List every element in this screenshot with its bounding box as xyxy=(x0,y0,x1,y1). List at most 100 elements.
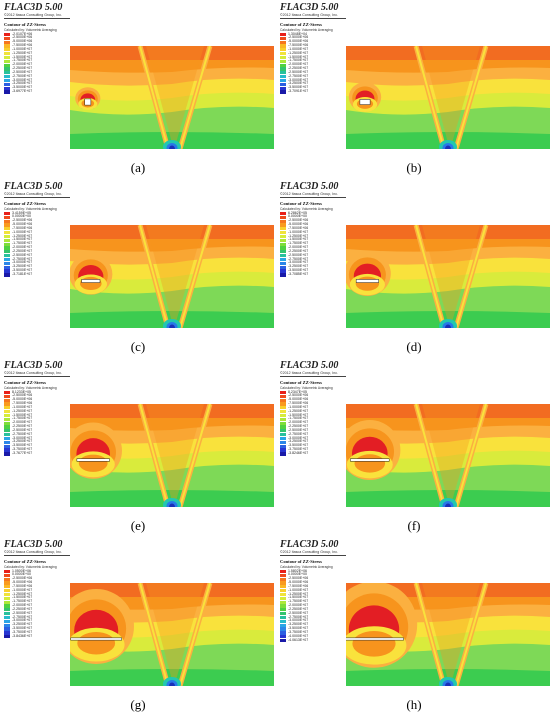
fault-line-left xyxy=(415,404,445,507)
legend-value: -3.0000E+07 xyxy=(12,77,33,82)
color-legend: 1.3048E+04 -2.5000E+06 -5.0000E+06 -7.5000E… xyxy=(280,32,346,95)
legend-entry: -1.7500E+07 xyxy=(280,241,346,246)
legend-entry: -2.7500E+07 xyxy=(280,257,346,262)
legend-swatch xyxy=(4,257,10,262)
stress-contour-plot xyxy=(346,583,550,686)
legend-value: 3.4159E+05 xyxy=(12,210,31,215)
legend-entry: -2.0000E+07 xyxy=(280,245,346,250)
legend-entry: -3.5000E+07 xyxy=(280,85,346,90)
copyright-text: ©2012 Itasca Consulting Group, Inc. xyxy=(280,550,346,556)
legend-swatch xyxy=(280,63,286,67)
legend-value: -1.7500E+07 xyxy=(288,599,309,604)
panel-header: FLAC3D 5.00 ©2012 Itasca Consulting Grou… xyxy=(4,2,70,94)
panel-header: FLAC3D 5.00 ©2012 Itasca Consulting Grou… xyxy=(280,360,346,456)
legend-value: -2.5000E+07 xyxy=(12,69,33,74)
legend-entry: -1.0000E+07 xyxy=(280,587,346,593)
fault-wedge xyxy=(146,46,204,145)
stress-panel-d: FLAC3D 5.00 ©2012 Itasca Consulting Grou… xyxy=(278,181,550,356)
legend-entry: -3.0000E+07 xyxy=(280,619,346,623)
mining-opening xyxy=(359,99,371,105)
tip-concentration-core xyxy=(445,503,451,507)
tip-concentration-core xyxy=(169,503,175,507)
legend-swatch xyxy=(4,71,10,75)
fault-line-left xyxy=(415,225,445,328)
legend-swatch xyxy=(4,234,10,239)
copyright-text: ©2012 Itasca Consulting Group, Inc. xyxy=(4,371,70,377)
legend-swatch xyxy=(280,589,286,593)
legend-entry: -1.5000E+07 xyxy=(4,596,70,600)
tip-concentration-core xyxy=(445,324,451,328)
legend-entry: 6.2862E+05 xyxy=(280,211,346,216)
legend-value: -1.7500E+07 xyxy=(12,241,33,246)
legend-value: -3.5000E+07 xyxy=(12,626,33,631)
fault-line-right xyxy=(179,225,211,328)
fault-wedge xyxy=(422,225,480,324)
legend-value: -5.0000E+06 xyxy=(288,222,309,227)
legend-swatch xyxy=(280,52,286,56)
copyright-text: ©2012 Itasca Consulting Group, Inc. xyxy=(280,192,346,198)
legend-swatch xyxy=(280,619,286,623)
legend-swatch xyxy=(280,635,286,639)
legend-entry: -1.0000E+07 xyxy=(4,47,70,52)
legend-swatch xyxy=(4,406,10,410)
legend-swatch xyxy=(4,48,10,52)
mining-opening xyxy=(355,279,379,283)
contour-title: Contour of ZZ-Stress xyxy=(280,201,322,206)
copyright-text: ©2012 Itasca Consulting Group, Inc. xyxy=(280,371,346,377)
legend-swatch xyxy=(280,577,286,581)
legend-value: -2.7500E+07 xyxy=(12,256,33,261)
legend-value: -7.5000E+06 xyxy=(12,43,33,48)
legend-value: -2.0000E+07 xyxy=(12,420,33,425)
fault-wedge xyxy=(146,404,204,503)
legend-swatch xyxy=(280,211,286,216)
legend-value: -3.0000E+07 xyxy=(12,435,33,440)
legend-value: -1.0000E+07 xyxy=(12,587,33,592)
legend-value: -3.0000E+07 xyxy=(12,260,33,265)
stress-band-surface xyxy=(346,225,550,239)
legend-entry: -1.2500E+07 xyxy=(4,51,70,56)
legend-value: -3.8436E+07 xyxy=(12,633,33,638)
legend-value: -4.0613E+07 xyxy=(288,637,309,642)
legend-value: -2.7500E+07 xyxy=(288,614,309,619)
calc-note: Calculated by: Volumetric Averaging xyxy=(4,28,57,32)
legend-value: -1.2500E+07 xyxy=(12,408,33,413)
legend-entry: -1.5000E+07 xyxy=(4,55,70,60)
legend-entry: -2.5000E+06 xyxy=(4,393,70,398)
legend-swatch xyxy=(280,448,286,452)
stress-band-surface xyxy=(70,46,274,60)
legend-value: -1.0000E+07 xyxy=(288,587,309,592)
legend-swatch xyxy=(4,250,10,254)
legend-swatch xyxy=(4,589,10,593)
fault-line-right xyxy=(179,46,211,149)
calc-note: Calculated by: Volumetric Averaging xyxy=(280,565,333,569)
legend-entry: -2.2500E+07 xyxy=(4,607,70,612)
stress-contour-plot xyxy=(346,225,550,328)
legend-swatch xyxy=(280,242,286,246)
legend-value: -2.0000E+07 xyxy=(288,603,309,608)
stress-panel-b: FLAC3D 5.00 ©2012 Itasca Consulting Grou… xyxy=(278,2,550,177)
legend-entry: -7.5000E+06 xyxy=(280,584,346,589)
legend-entry: -3.6977E+07 xyxy=(4,89,70,94)
legend-value: -3.7085E+07 xyxy=(288,272,309,276)
legend-swatch xyxy=(280,250,286,254)
legend-entry: -2.7500E+07 xyxy=(4,432,70,437)
legend-swatch xyxy=(280,600,286,604)
legend-swatch xyxy=(4,78,10,83)
stress-panel-e: FLAC3D 5.00 ©2012 Itasca Consulting Grou… xyxy=(2,360,274,535)
legend-swatch xyxy=(280,219,286,223)
app-title: FLAC3D 5.00 xyxy=(280,181,339,192)
legend-entry: -1.7500E+07 xyxy=(4,59,70,63)
legend-value: -3.5000E+07 xyxy=(288,268,309,273)
legend-swatch xyxy=(280,581,286,585)
legend-entry: -1.0000E+07 xyxy=(280,230,346,235)
legend-entry: -3.5000E+07 xyxy=(280,268,346,273)
app-title: FLAC3D 5.00 xyxy=(4,539,63,550)
contour-title: Contour of ZZ-Stress xyxy=(4,380,46,385)
legend-value: 1.0500E+06 xyxy=(12,568,31,573)
copyright-text: ©2012 Itasca Consulting Group, Inc. xyxy=(4,550,70,556)
panel-header: FLAC3D 5.00 ©2012 Itasca Consulting Grou… xyxy=(4,360,70,456)
legend-value: 8.1233E+05 xyxy=(12,389,31,394)
legend-swatch xyxy=(4,444,10,448)
legend-value: 8.2347E+05 xyxy=(288,389,307,394)
legend-entry: -3.0000E+07 xyxy=(280,78,346,83)
